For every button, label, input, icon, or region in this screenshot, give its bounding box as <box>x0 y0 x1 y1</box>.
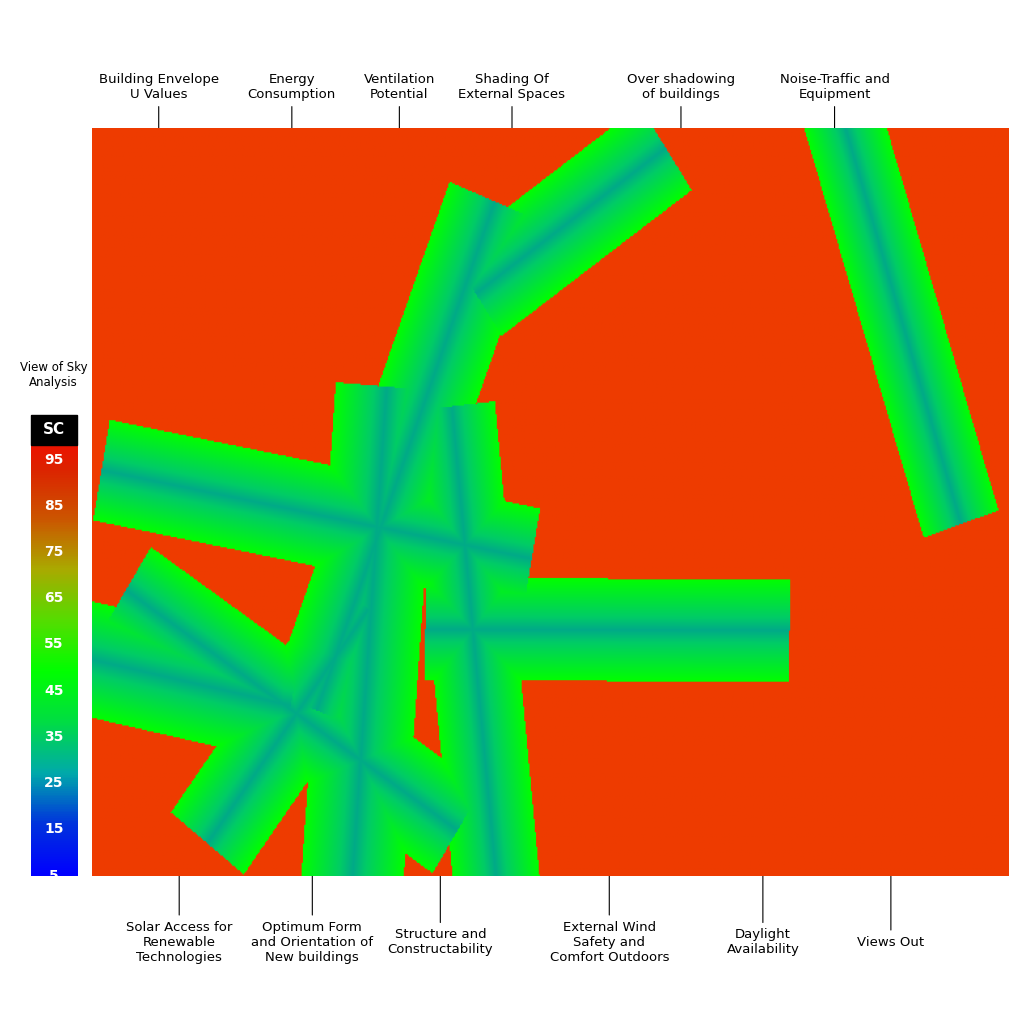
Text: Noise-Traffic and
Equipment: Noise-Traffic and Equipment <box>779 73 890 161</box>
Text: 55: 55 <box>44 638 63 651</box>
Text: 95: 95 <box>44 453 63 467</box>
Text: SC: SC <box>43 422 65 437</box>
Text: Building Envelope
U Values: Building Envelope U Values <box>98 73 219 161</box>
Text: Structure and
Constructability: Structure and Constructability <box>387 868 494 956</box>
Text: External Wind
Safety and
Comfort Outdoors: External Wind Safety and Comfort Outdoor… <box>550 868 669 964</box>
Text: 15: 15 <box>44 822 63 837</box>
Text: Energy
Consumption: Energy Consumption <box>248 73 336 161</box>
Text: 65: 65 <box>44 591 63 605</box>
Bar <box>31 415 77 444</box>
Text: 85: 85 <box>44 499 63 513</box>
Text: Over shadowing
of buildings: Over shadowing of buildings <box>627 73 735 161</box>
Text: 35: 35 <box>44 730 63 743</box>
Text: 75: 75 <box>44 545 63 559</box>
Text: Solar Access for
Renewable
Technologies: Solar Access for Renewable Technologies <box>126 868 232 964</box>
Text: 45: 45 <box>44 684 63 697</box>
Text: 5: 5 <box>49 868 58 883</box>
Text: Daylight
Availability: Daylight Availability <box>726 868 800 956</box>
Text: Optimum Form
and Orientation of
New buildings: Optimum Form and Orientation of New buil… <box>251 868 374 964</box>
Text: Views Out: Views Out <box>857 868 925 948</box>
Text: Ventilation
Potential: Ventilation Potential <box>364 73 435 161</box>
Text: Shading Of
External Spaces: Shading Of External Spaces <box>459 73 565 161</box>
Text: View of Sky
Analysis: View of Sky Analysis <box>19 361 88 389</box>
Text: 25: 25 <box>44 776 63 791</box>
